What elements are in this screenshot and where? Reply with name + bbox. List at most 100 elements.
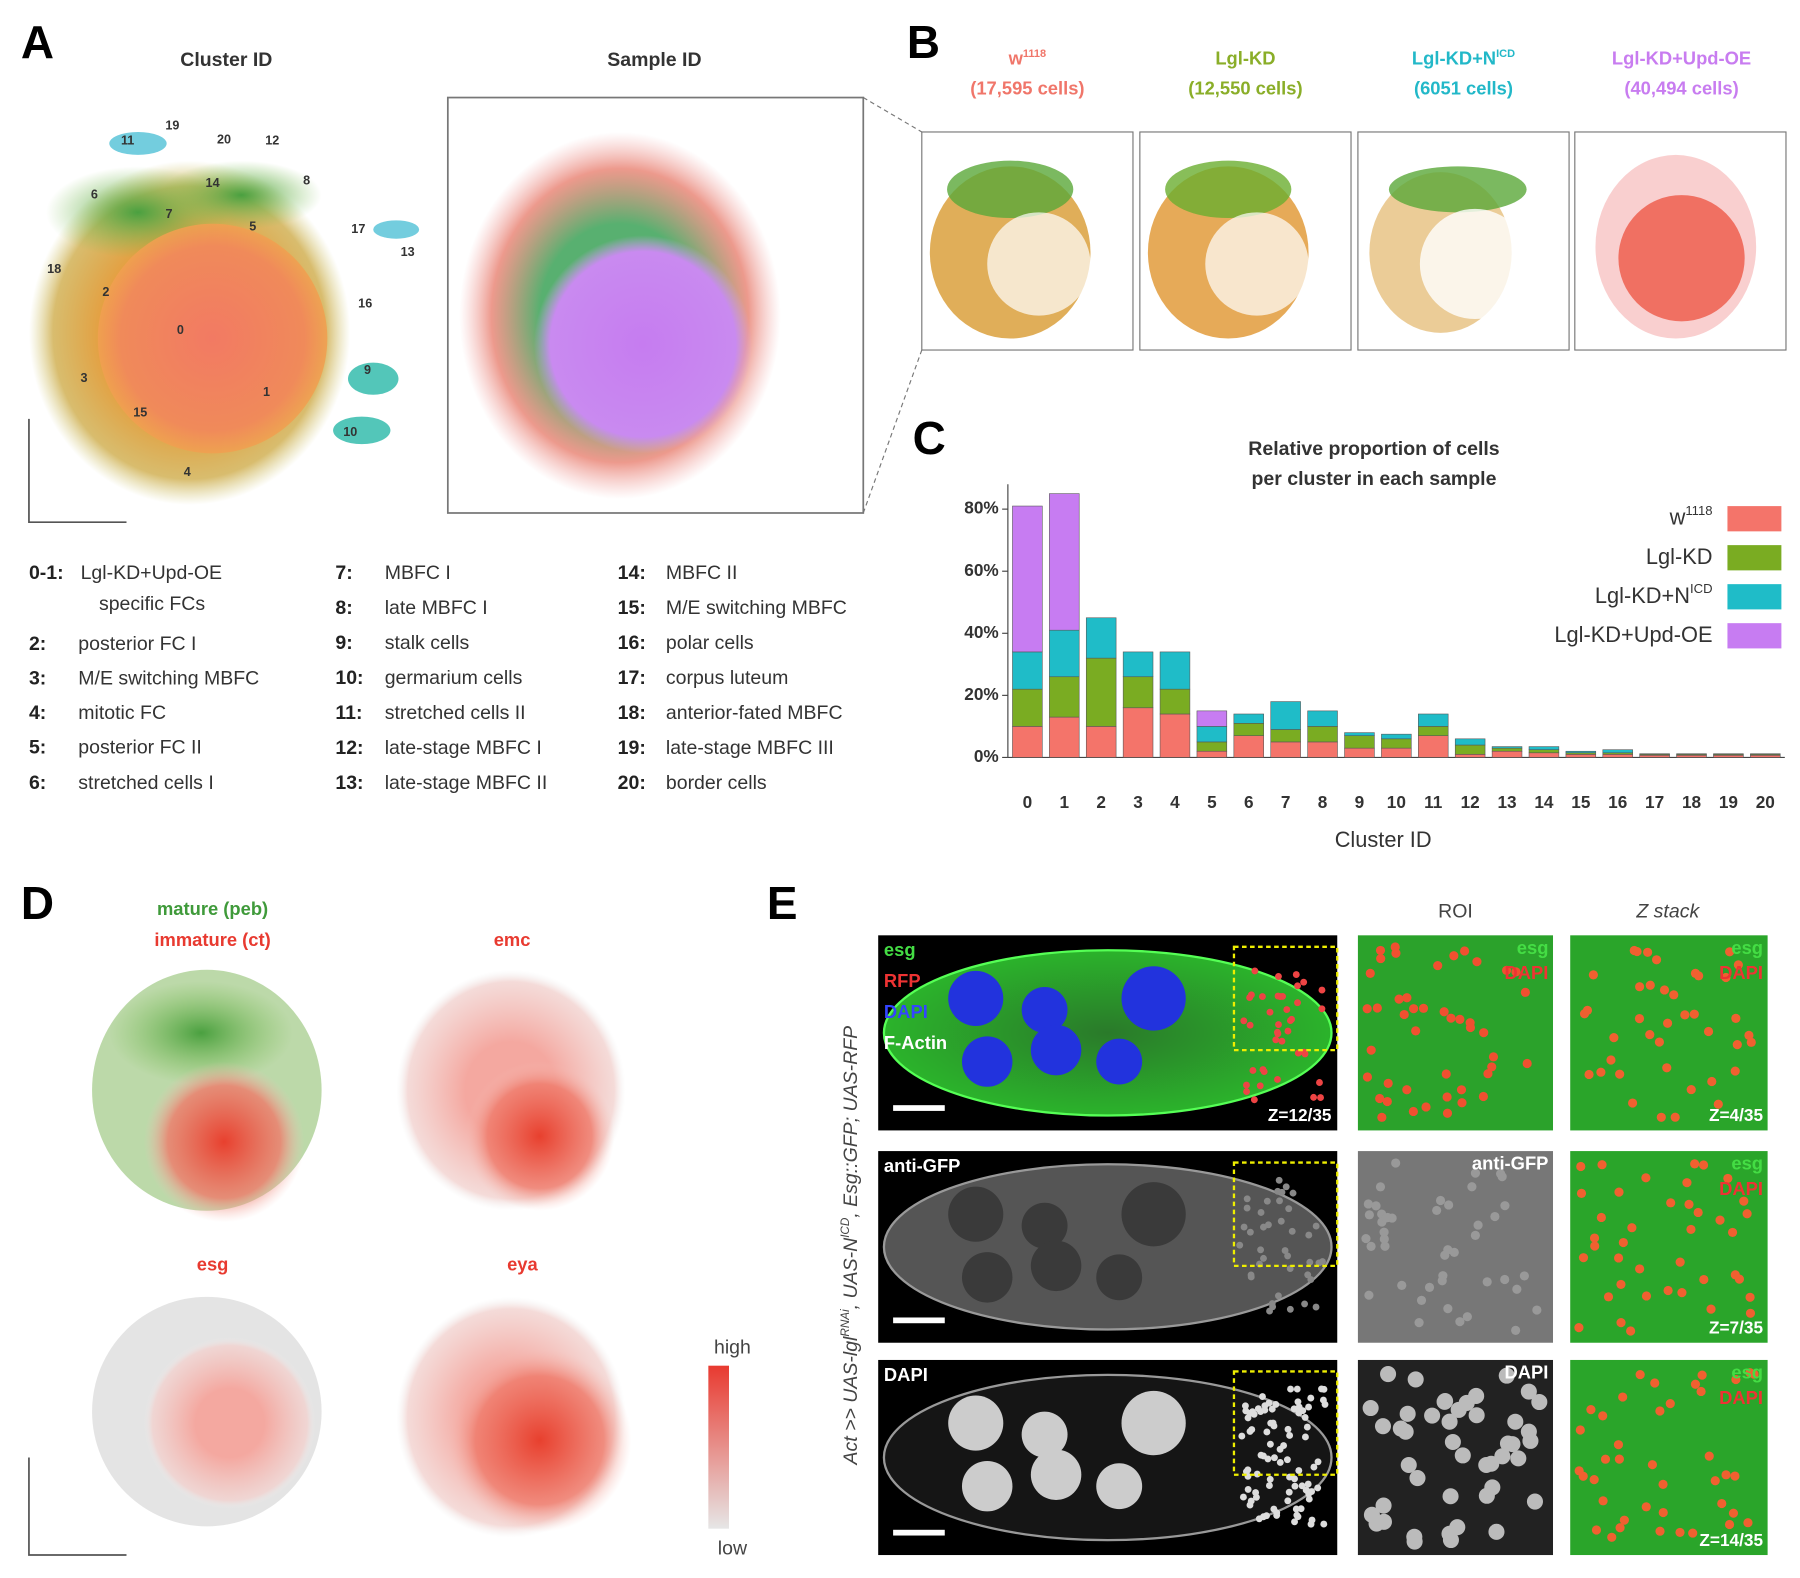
cell-dot <box>1424 1407 1441 1424</box>
cell-dot <box>1598 1411 1608 1421</box>
cell-dot <box>1362 1072 1373 1082</box>
cell-dot <box>1364 1290 1374 1300</box>
cell-dot <box>1635 1264 1645 1274</box>
bar-segment <box>1602 749 1633 754</box>
cluster-label: 2 <box>102 285 109 299</box>
cell-dot <box>1444 1200 1454 1210</box>
cell-dot <box>1257 1246 1265 1254</box>
channel-label: F-Actin <box>884 1032 947 1053</box>
cell-dot <box>1294 982 1301 990</box>
cell-dot <box>1497 1172 1507 1182</box>
cell-dot <box>1287 1385 1295 1393</box>
cell-dot <box>1733 960 1743 970</box>
cell-dot <box>1626 1326 1636 1336</box>
legend-text: M/E switching MBFC <box>78 668 259 690</box>
cell-dot <box>1397 1280 1407 1290</box>
cell-dot <box>1511 967 1521 977</box>
x-tick-label: 20 <box>1756 792 1775 812</box>
cell-dot <box>1303 1423 1311 1431</box>
cell-dot <box>1318 986 1326 994</box>
legend-text: posterior FC II <box>78 736 202 758</box>
cell-dot <box>1710 1476 1720 1486</box>
panel-label: E <box>767 877 798 929</box>
cell-dot <box>1446 1013 1456 1023</box>
x-tick-label: 12 <box>1461 792 1480 812</box>
genotype-part: ICD <box>839 1217 852 1238</box>
cell-dot <box>1375 945 1386 956</box>
cell-dot <box>1284 1252 1292 1260</box>
x-tick-label: 2 <box>1096 792 1106 812</box>
bar-segment <box>1307 710 1338 727</box>
legend-swatch <box>1727 623 1782 649</box>
bar-segment <box>1565 754 1597 758</box>
cell-dot <box>1686 1224 1696 1235</box>
umap-blob <box>373 220 420 239</box>
cell-dot <box>1696 1386 1706 1397</box>
cell-dot <box>1288 1015 1296 1023</box>
cell-dot <box>1614 1454 1624 1464</box>
cell-dot <box>1659 985 1670 995</box>
cell-dot <box>1374 1418 1392 1435</box>
bar-segment <box>1491 747 1523 752</box>
umap-blob <box>109 981 293 1085</box>
cell-dot <box>1579 1009 1590 1019</box>
bar-segment <box>1344 747 1375 758</box>
cell-dot <box>1280 1442 1288 1450</box>
cluster-label: 5 <box>249 220 256 234</box>
legend-label-main: Lgl-KD+N <box>1595 583 1690 608</box>
legend-key: 12: <box>335 737 363 759</box>
bar-segment <box>1750 753 1781 755</box>
cell-dot <box>1730 1066 1740 1076</box>
legend-key: 13: <box>335 772 363 794</box>
cell-dot <box>1494 1448 1511 1465</box>
cell-dot <box>1381 1213 1391 1223</box>
cell-dot <box>1613 1253 1624 1263</box>
umap-blob <box>97 223 328 454</box>
cell-dot <box>1266 1307 1273 1315</box>
cell-dot <box>1619 1515 1629 1525</box>
cell-dot <box>1278 1037 1286 1045</box>
cell-dot <box>1666 1198 1676 1208</box>
egg-chamber <box>882 949 1333 1117</box>
cell-dot <box>1293 1385 1301 1393</box>
x-tick-label: 17 <box>1645 792 1664 812</box>
bar-segment <box>1159 651 1191 690</box>
channel-label: esg <box>1731 1153 1763 1174</box>
bar-segment <box>1049 493 1080 631</box>
bar-segment <box>1639 754 1670 758</box>
channel-label: anti-GFP <box>884 1155 961 1176</box>
cell-dot <box>1383 1078 1393 1088</box>
cell-dot <box>1455 1014 1465 1024</box>
legend-key: 6: <box>29 772 46 794</box>
cell-dot <box>1361 1233 1371 1244</box>
cell-dot <box>1238 1432 1246 1440</box>
cell-dot <box>1457 1098 1467 1108</box>
x-tick-label: 5 <box>1207 792 1217 812</box>
bar-segment <box>1196 750 1228 758</box>
cell-dot <box>1247 1271 1255 1279</box>
umap-blob <box>109 131 167 155</box>
cell-dot <box>1391 1158 1401 1168</box>
cell-dot <box>1635 982 1645 992</box>
cell-dot <box>1698 1160 1709 1170</box>
cell-dot <box>1284 1027 1292 1035</box>
z-label: Z=14/35 <box>1699 1530 1763 1550</box>
bar-segment <box>1491 750 1523 758</box>
cell-dot <box>1257 1209 1265 1216</box>
umap-blob <box>1419 208 1531 320</box>
cell-dot <box>1411 1026 1421 1036</box>
genotype-part: , Esg::GFP; UAS-RFP <box>840 1026 862 1218</box>
cell-dot <box>1424 1282 1435 1292</box>
bar-segment <box>1085 726 1117 758</box>
sample-name-main: Lgl-KD+Upd-OE <box>1612 48 1751 69</box>
cell-dot <box>1249 1067 1257 1074</box>
legend-text: MBFC II <box>666 562 737 584</box>
cell-dot <box>1606 1055 1616 1065</box>
legend-key: 18: <box>618 702 646 724</box>
cell-dot <box>1266 1475 1274 1483</box>
cell-dot <box>1574 1323 1584 1333</box>
nucleus <box>1030 1240 1082 1292</box>
x-tick-label: 14 <box>1534 792 1554 812</box>
bar-segment <box>1676 753 1707 755</box>
